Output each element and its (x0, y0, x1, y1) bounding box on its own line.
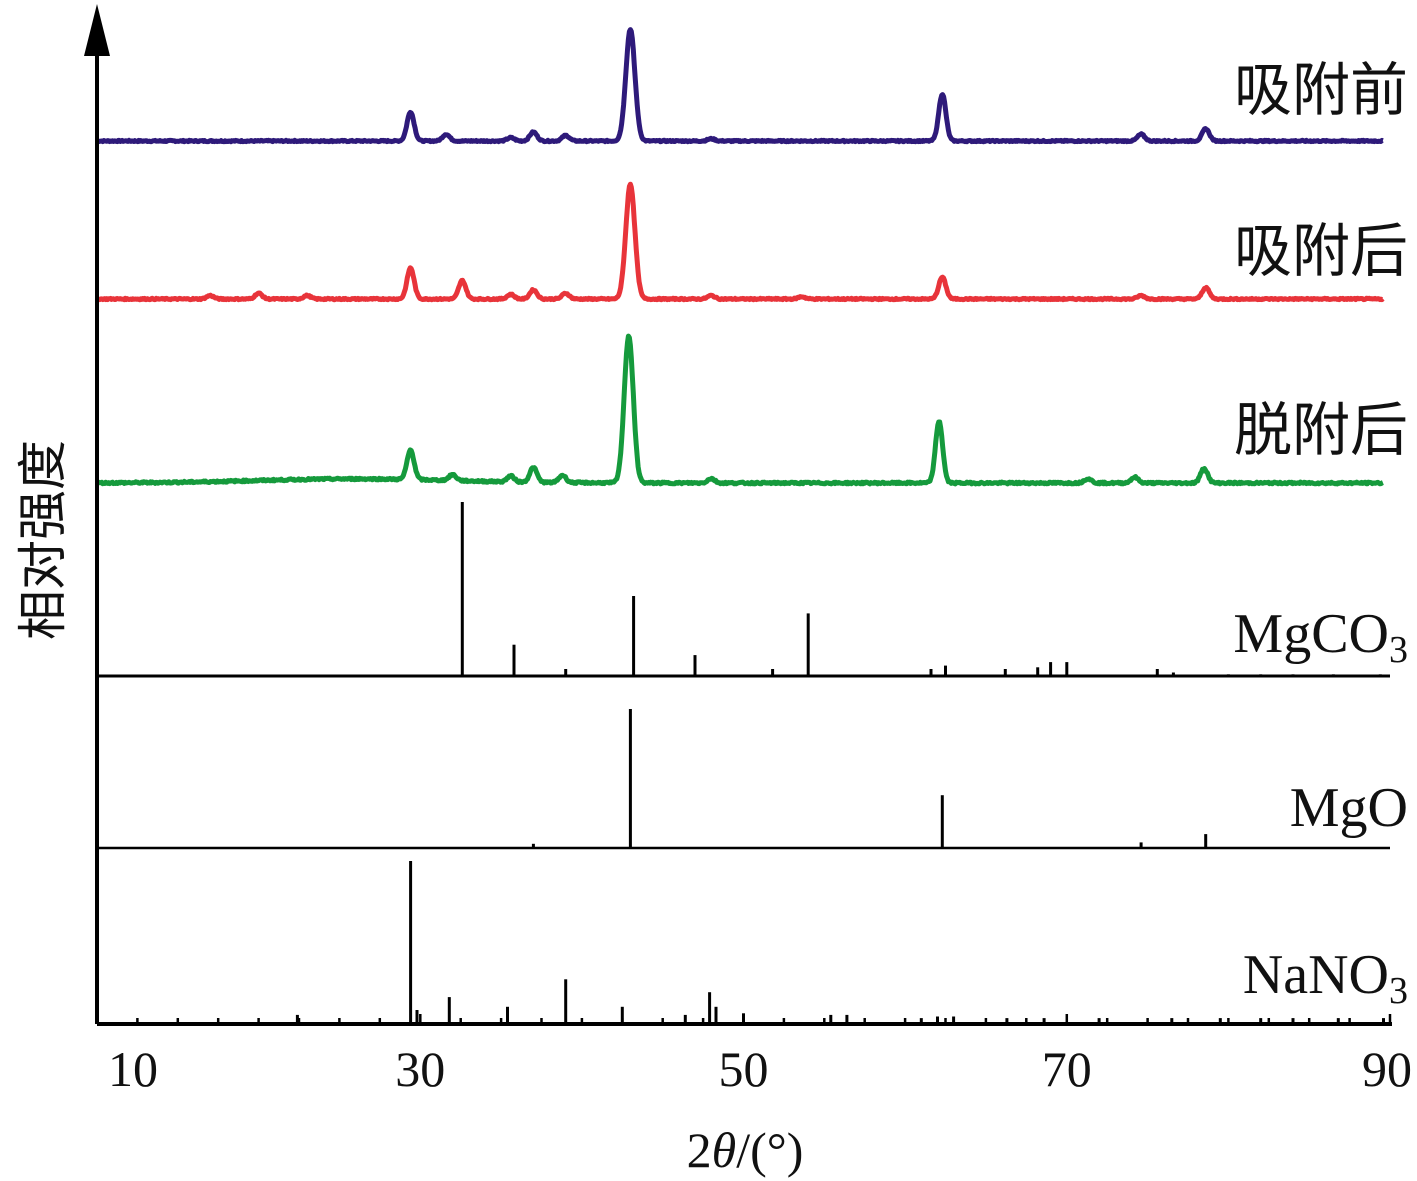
series-line (95, 333, 1385, 487)
reference-patterns (97, 502, 1390, 1023)
reference-label: NaNO3 (1243, 944, 1408, 1012)
series-label: 吸附后 (1234, 217, 1408, 285)
series-line (95, 181, 1385, 303)
reference-label: MgCO3 (1233, 603, 1408, 671)
axes (84, 4, 1392, 1026)
x-axis-title: 2θ/(°) (687, 1122, 804, 1178)
y-axis-arrow (84, 4, 110, 56)
x-tick-label: 30 (395, 1041, 445, 1097)
series-line (95, 27, 1385, 145)
x-tick-label: 90 (1362, 1041, 1412, 1097)
x-tick-label: 10 (108, 1041, 158, 1097)
x-tick-label: 50 (719, 1041, 769, 1097)
reference-label: MgO (1290, 777, 1408, 839)
series-label: 脱附后 (1234, 396, 1408, 464)
xrd-curves (95, 27, 1385, 487)
x-tick-label: 70 (1042, 1041, 1092, 1097)
y-axis-title: 相对强度 (14, 440, 72, 640)
series-label: 吸附前 (1234, 56, 1408, 124)
